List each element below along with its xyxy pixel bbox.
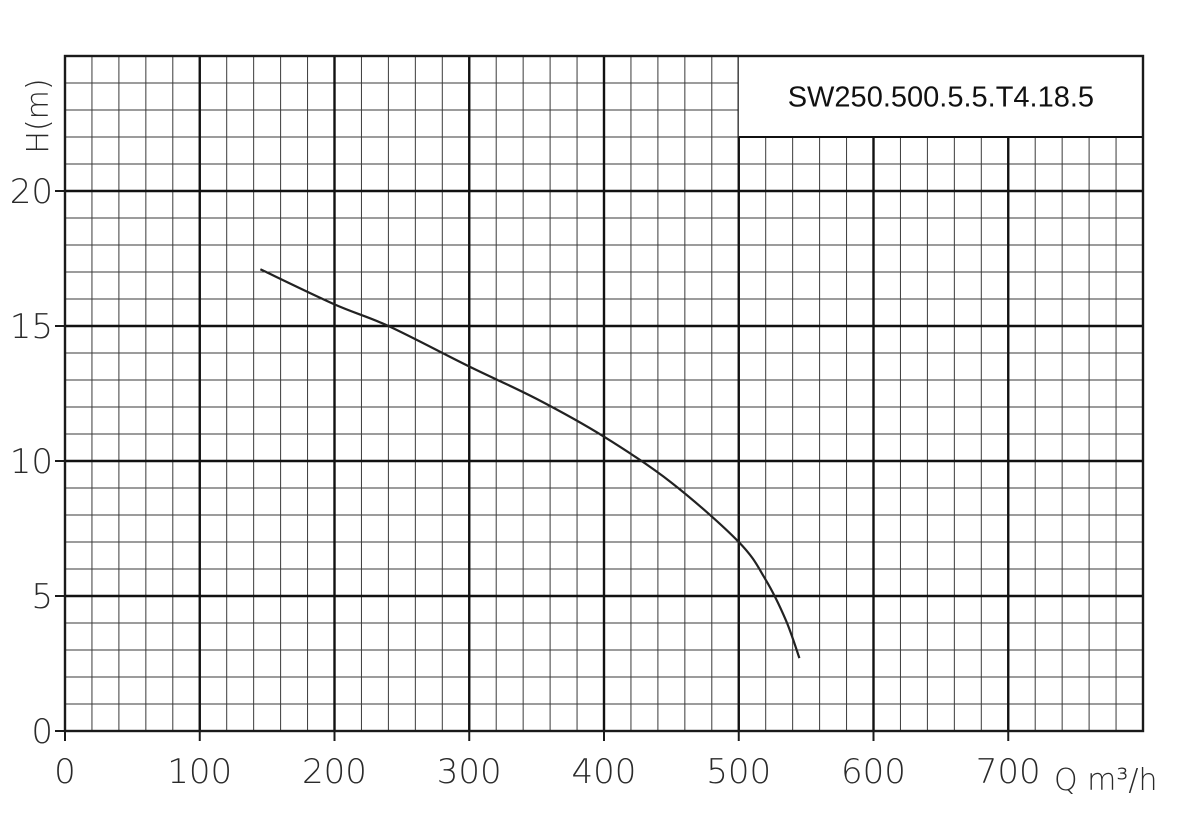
x-tick-label: 200	[302, 752, 367, 792]
y-tick-label: 10	[10, 442, 53, 482]
model-label-box: SW250.500.5.5.T4.18.5	[738, 56, 1143, 138]
y-tick-label: 0	[31, 712, 53, 752]
y-axis-label: H(m)	[21, 78, 56, 153]
y-tick-label: 20	[10, 172, 53, 212]
x-tick-label: 400	[572, 752, 637, 792]
tick-labels: 0 100 200 300 400 500 600 700 0 5 10 15 20	[10, 172, 1041, 792]
x-tick-label: 0	[54, 752, 76, 792]
y-tick-label: 15	[10, 307, 53, 347]
tick-marks	[55, 190, 1010, 741]
x-tick-label: 600	[841, 752, 906, 792]
series-layer	[259, 268, 801, 659]
major-gridlines	[65, 56, 1143, 731]
x-tick-label: 700	[976, 752, 1041, 792]
pump-curve-line	[259, 268, 801, 659]
x-tick-label: 300	[437, 752, 502, 792]
y-tick-label: 5	[31, 577, 53, 617]
x-tick-label: 100	[167, 752, 232, 792]
chart-title: SW250.500.5.5.T4.18.5	[788, 82, 1094, 114]
x-tick-label: 500	[706, 752, 771, 792]
x-axis-label: Q m³/h	[1054, 763, 1158, 798]
